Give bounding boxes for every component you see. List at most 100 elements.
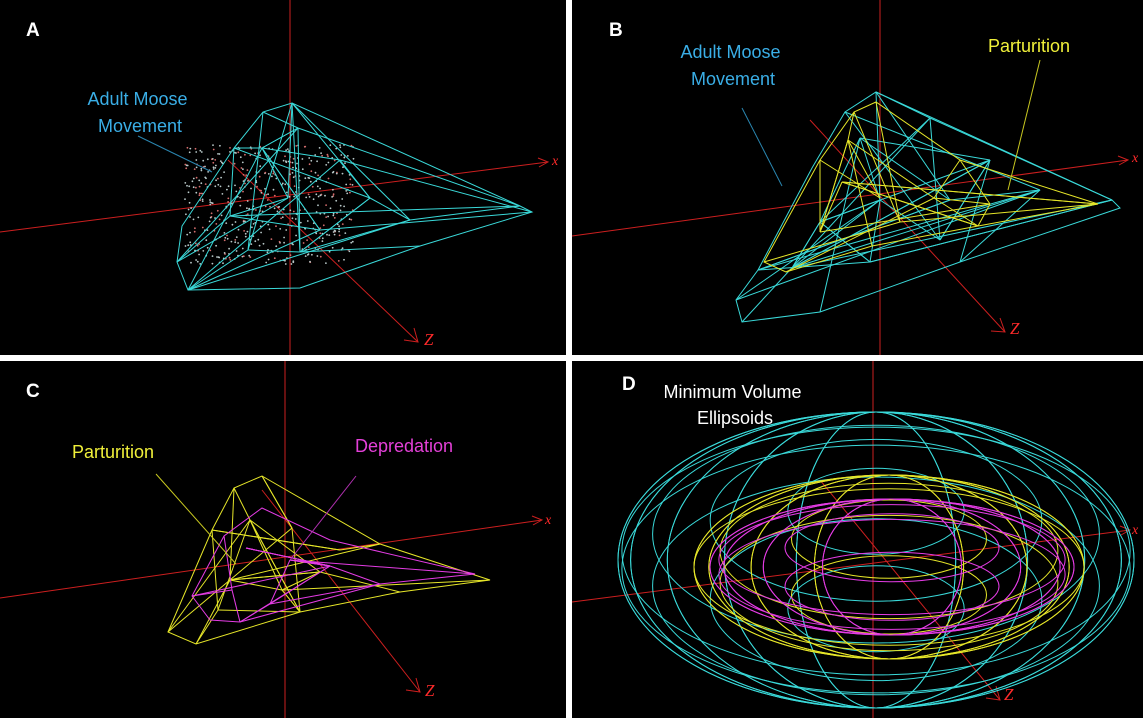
panel-c-hull-outline	[167, 475, 491, 645]
panel-b-x-axis-label: x	[1131, 151, 1139, 166]
panel-c-x-arrow	[531, 515, 544, 526]
location-point	[332, 170, 335, 173]
location-point	[304, 255, 307, 257]
location-point	[316, 255, 319, 257]
location-point	[307, 246, 310, 249]
panel-b-hull-edge	[939, 159, 991, 241]
location-point	[267, 258, 270, 261]
panel-a-hull-edge	[297, 127, 521, 207]
panel-b-parturition-hull-edge	[959, 159, 991, 205]
location-point	[302, 242, 305, 244]
panel-a-hull-edge	[409, 205, 521, 221]
location-point	[346, 192, 349, 195]
location-point	[189, 216, 191, 218]
location-point	[292, 210, 295, 213]
location-point	[240, 167, 243, 169]
panel-b-axes	[571, 0, 1130, 355]
location-point	[241, 161, 244, 164]
location-point	[288, 150, 290, 152]
panel-a-hull-edge	[261, 147, 341, 161]
location-point	[195, 151, 198, 153]
panel-a-x-arrow	[537, 157, 550, 168]
panel-d-z-axis-label: Z	[1004, 685, 1014, 704]
location-point	[331, 196, 333, 198]
panel-d: x Z D Minimum Volume Ellipsoids	[571, 361, 1143, 718]
location-point	[338, 225, 340, 228]
location-point	[266, 199, 269, 201]
panel-b-hull-edge	[791, 199, 881, 269]
panel-a-letter: A	[26, 20, 40, 41]
movement-ellipsoid-ring	[787, 565, 965, 653]
location-point	[352, 157, 355, 160]
location-point	[227, 185, 230, 188]
panel-a-hull-edge	[187, 159, 341, 291]
location-point	[201, 200, 204, 203]
location-point	[332, 188, 334, 191]
location-point	[319, 227, 322, 230]
panel-c-hull-edge	[195, 609, 219, 645]
location-point	[315, 193, 318, 196]
location-point	[307, 176, 310, 179]
location-point	[196, 244, 199, 247]
location-point	[198, 194, 201, 197]
panel-a-z-arrow	[403, 327, 419, 343]
location-point	[268, 228, 271, 231]
panel-b-hull-edge	[869, 199, 1113, 263]
location-point	[242, 220, 245, 223]
panel-b-parturition-hull-edge	[847, 139, 935, 199]
panel-b-parturition-hull-edge	[933, 159, 961, 199]
location-point	[220, 214, 223, 217]
location-point	[186, 146, 189, 149]
location-point	[343, 258, 345, 261]
location-point	[282, 159, 285, 162]
location-point	[259, 165, 262, 168]
panel-c-hull-edge	[217, 519, 251, 611]
panel-b-parturition-hull-edge	[847, 139, 873, 247]
location-point	[209, 203, 212, 206]
panel-a-hull-edge	[297, 127, 301, 253]
location-point	[341, 172, 344, 175]
panel-b-parturition-hull-edge	[933, 197, 991, 205]
location-point	[260, 231, 262, 234]
location-point	[228, 256, 231, 259]
location-point	[237, 242, 240, 244]
panel-a-movement-label: Adult Moose Movement	[87, 89, 192, 136]
panel-b-hull-edge	[844, 111, 941, 241]
panel-c-depredation-hull-edge	[329, 565, 381, 585]
panel-c-hull-edge	[249, 519, 283, 591]
location-point	[187, 208, 190, 211]
location-point	[212, 148, 215, 151]
location-point	[279, 228, 282, 230]
panel-b-hull-edge	[791, 159, 991, 269]
location-point	[244, 232, 247, 235]
location-point	[314, 154, 317, 156]
location-point	[214, 159, 217, 161]
location-point	[285, 160, 287, 163]
panel-b-hull-edge	[859, 137, 991, 161]
location-point	[291, 161, 294, 164]
location-point	[189, 241, 192, 244]
panel-a-hull-edge	[233, 147, 371, 199]
location-point	[308, 163, 311, 166]
panel-b-x-arrow	[1117, 155, 1130, 166]
location-point	[317, 195, 320, 198]
location-point	[348, 250, 351, 253]
location-point	[349, 178, 352, 181]
panel-c-hull-edge	[249, 519, 321, 573]
location-point	[308, 196, 311, 198]
location-point	[244, 220, 246, 223]
location-point	[307, 193, 310, 196]
location-point	[246, 207, 248, 210]
location-point	[246, 169, 249, 172]
panel-a-hull-edge	[262, 111, 299, 129]
panel-b-hull-edge	[875, 91, 931, 119]
location-point	[215, 179, 218, 182]
location-point	[329, 144, 332, 147]
location-point	[304, 177, 307, 180]
panel-a: x Z A Adult Moose Movement	[0, 0, 566, 355]
location-point	[342, 166, 344, 169]
location-point	[215, 164, 217, 167]
location-point	[215, 223, 218, 225]
location-point	[327, 161, 330, 164]
panel-c-depredation-hull-edge	[191, 589, 233, 597]
